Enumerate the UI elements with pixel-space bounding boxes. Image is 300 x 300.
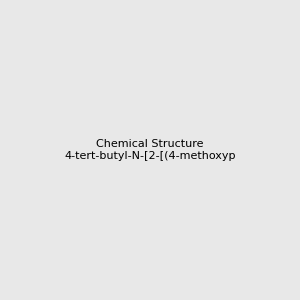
Text: Chemical Structure
4-tert-butyl-N-[2-[(4-methoxyp: Chemical Structure 4-tert-butyl-N-[2-[(4… [64, 139, 236, 161]
